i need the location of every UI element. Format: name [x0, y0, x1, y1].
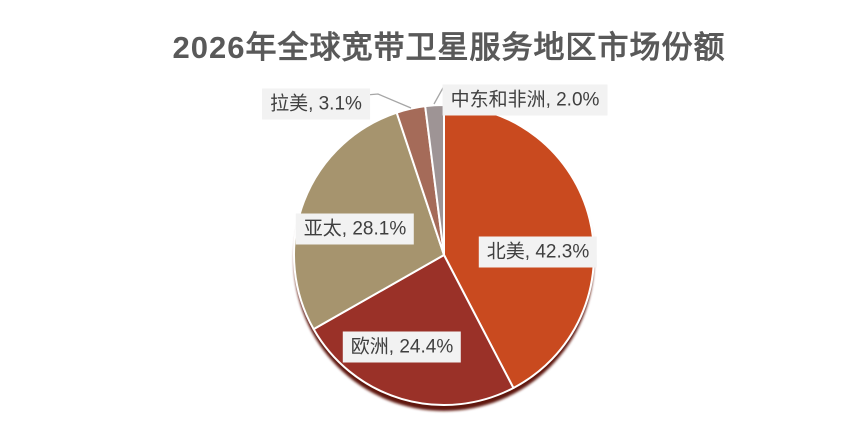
leader-line-latin-america: [365, 93, 412, 109]
chart-title: 2026年全球宽带卫星服务地区市场份额: [172, 30, 726, 65]
data-label-asia-pacific: 亚太, 28.1%: [295, 213, 415, 245]
data-label-north-america: 北美, 42.3%: [478, 236, 598, 268]
data-label-europe: 欧洲, 24.4%: [342, 331, 462, 363]
data-label-middle-east-africa: 中东和非洲, 2.0%: [442, 84, 608, 116]
data-label-latin-america: 拉美, 3.1%: [262, 88, 370, 120]
pie-slice-europe: [312, 254, 515, 406]
